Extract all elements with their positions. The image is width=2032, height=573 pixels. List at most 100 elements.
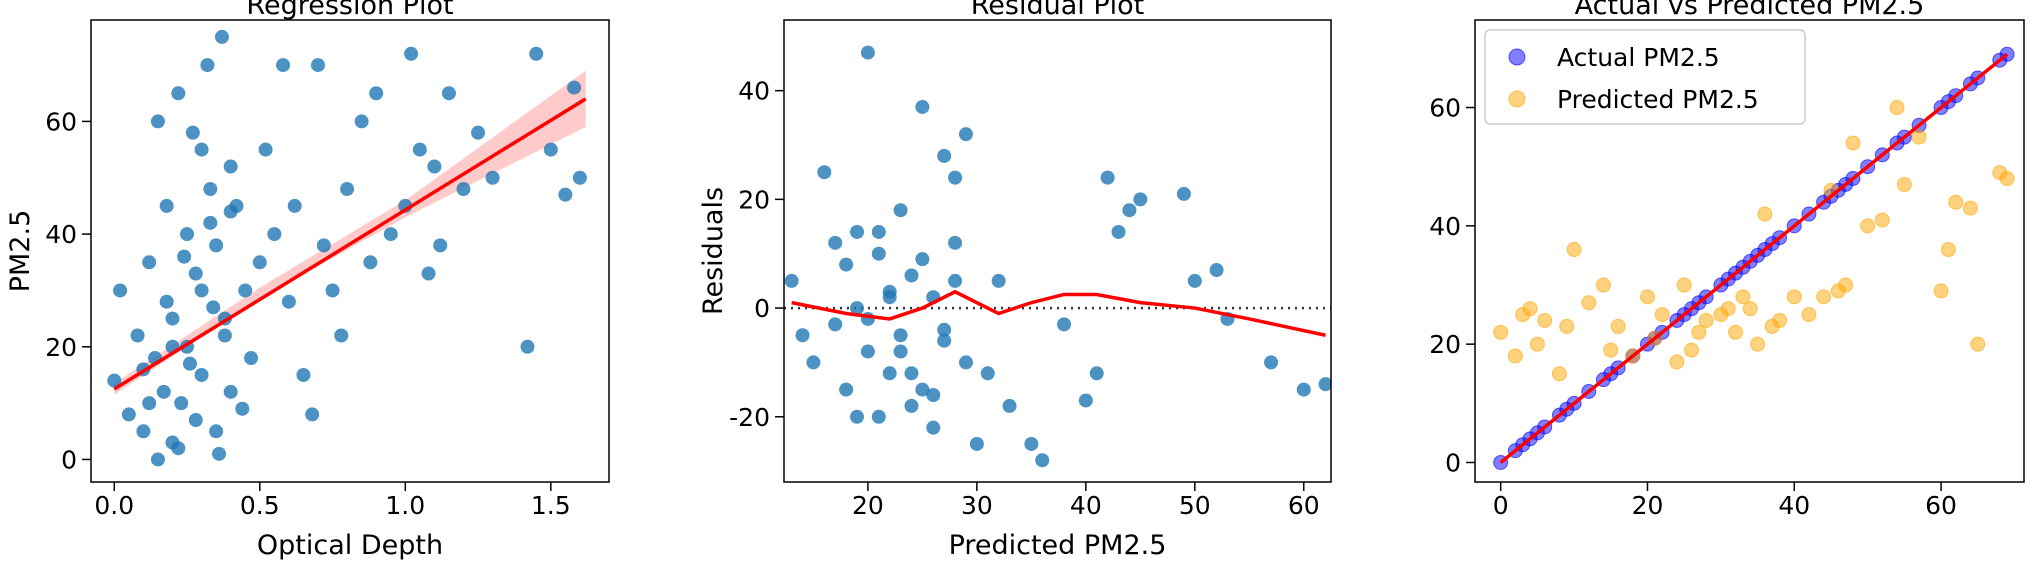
point	[893, 328, 908, 343]
point	[937, 333, 952, 348]
point	[958, 127, 973, 142]
point	[839, 257, 854, 272]
point	[235, 401, 250, 416]
point	[1970, 336, 1986, 352]
point	[529, 46, 544, 61]
point	[174, 396, 189, 411]
plot-area	[107, 29, 587, 467]
point	[1057, 317, 1072, 332]
subplot-title: Actual vs Predicted PM2.5	[1575, 0, 1925, 21]
point	[1610, 318, 1626, 334]
point	[412, 142, 427, 157]
point	[915, 99, 930, 114]
point	[904, 398, 919, 413]
point	[1933, 283, 1949, 299]
x-axis-label: Predicted PM2.5	[949, 530, 1167, 561]
point	[209, 238, 224, 253]
axes-frame	[1474, 19, 2025, 483]
point	[1896, 176, 1912, 192]
point	[1493, 324, 1509, 340]
legend: Actual PM2.5 Predicted PM2.5	[1484, 29, 1806, 125]
point	[267, 227, 282, 242]
y-tick-label: 40	[738, 77, 770, 106]
point	[926, 420, 941, 435]
y-tick-label: 60	[45, 107, 77, 136]
point	[882, 290, 897, 305]
point	[1720, 301, 1736, 317]
point	[316, 238, 331, 253]
point	[287, 198, 302, 213]
x-tick-label: 30	[961, 491, 993, 520]
point	[795, 328, 810, 343]
point	[1595, 277, 1611, 293]
point	[471, 125, 486, 140]
y-tick-label: 0	[61, 445, 77, 474]
axes-frame	[783, 19, 1332, 483]
point	[281, 294, 296, 309]
point	[806, 355, 821, 370]
point	[136, 424, 151, 439]
point	[433, 238, 448, 253]
point	[1002, 398, 1017, 413]
point	[214, 29, 229, 44]
point	[334, 328, 349, 343]
point	[1522, 301, 1538, 317]
point	[1318, 377, 1331, 392]
x-tick-label: 60	[1925, 491, 1957, 520]
point	[421, 266, 436, 281]
point	[121, 407, 136, 422]
point	[1537, 313, 1553, 329]
point	[296, 367, 311, 382]
point	[1911, 129, 1927, 145]
point	[188, 413, 203, 428]
point	[828, 317, 843, 332]
point	[150, 452, 165, 467]
point	[1845, 135, 1861, 151]
point	[904, 366, 919, 381]
y-tick-label: 20	[1429, 330, 1461, 359]
point	[194, 142, 209, 157]
point	[860, 45, 875, 60]
point	[1728, 324, 1744, 340]
point	[363, 255, 378, 270]
x-tick-label: 40	[1778, 491, 1810, 520]
plot-area	[784, 45, 1331, 468]
point	[1111, 224, 1126, 239]
subplot-title: Residual Plot	[971, 0, 1145, 21]
point	[1264, 355, 1279, 370]
y-tick-label: 0	[754, 294, 770, 323]
point	[305, 407, 320, 422]
point	[1750, 336, 1766, 352]
point	[200, 58, 215, 73]
point	[839, 382, 854, 397]
plot-area	[1493, 46, 2015, 470]
point	[159, 198, 174, 213]
point	[1581, 295, 1597, 311]
confidence-band	[114, 70, 586, 395]
point	[206, 300, 221, 315]
point	[915, 382, 930, 397]
point	[1962, 200, 1978, 216]
point	[1801, 307, 1817, 323]
fit-line	[113, 97, 587, 391]
point	[1889, 100, 1905, 116]
point	[325, 283, 340, 298]
point	[948, 273, 963, 288]
point	[142, 255, 157, 270]
point	[893, 203, 908, 218]
point	[1742, 301, 1758, 317]
point	[276, 58, 291, 73]
point	[948, 170, 963, 185]
point	[1940, 242, 1956, 258]
point	[150, 114, 165, 129]
point	[441, 86, 456, 101]
point	[1089, 366, 1104, 381]
subplot: 0.0 0.5 1.0 1.5 0 20 40 60 Regression Plot Optica…	[5, 0, 610, 561]
point	[980, 366, 995, 381]
y-tick-label: -20	[729, 403, 770, 432]
point	[1078, 393, 1093, 408]
point	[882, 366, 897, 381]
point	[171, 441, 186, 456]
point	[1838, 277, 1854, 293]
